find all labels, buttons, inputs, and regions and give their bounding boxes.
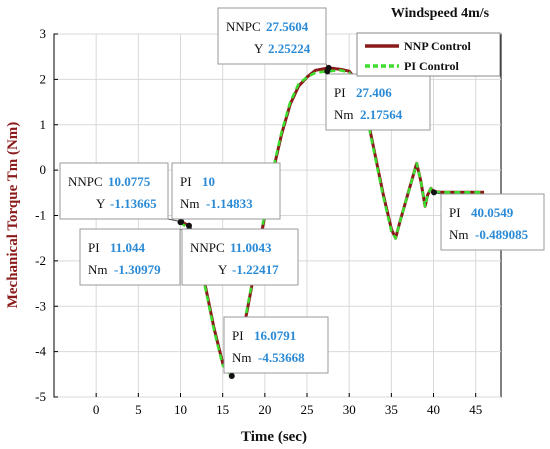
datatip-box <box>181 228 299 286</box>
x-tick-label: 30 <box>343 402 356 417</box>
legend[interactable]: NNP Control PI Control <box>356 32 501 77</box>
x-axis-title: Time (sec) <box>241 429 307 445</box>
datatip-marker <box>185 222 192 229</box>
datatip-box <box>79 228 181 286</box>
datatip-value-2: -1.22417 <box>232 262 279 277</box>
y-tick-label: -1 <box>35 208 46 223</box>
datatip-value-1: 10.0775 <box>108 174 151 189</box>
datatip-key-2: Y <box>254 41 264 56</box>
x-tick-label: 15 <box>216 402 229 417</box>
x-tick-label: 45 <box>469 402 482 417</box>
datatip-box <box>325 73 431 131</box>
datatip-box <box>171 162 281 220</box>
x-tick-label: 10 <box>174 402 187 417</box>
datatip-value-2: -0.489085 <box>475 227 529 242</box>
datatip-key-2: Nm <box>88 262 108 277</box>
datatip-key-2: Nm <box>232 350 252 365</box>
y-tick-label: -3 <box>35 298 46 313</box>
datatip-key-1: PI <box>334 85 346 100</box>
datatip-key-1: PI <box>232 328 244 343</box>
datatip-key-1: PI <box>180 174 192 189</box>
axis-ticks: 0 5 10 15 20 25 30 35 40 45 -5 -4 -3 -2 -1 0 1 2 3 <box>35 26 482 417</box>
y-tick-label: 2 <box>40 71 47 86</box>
datatip-key-2: Nm <box>449 227 469 242</box>
datatip-key-1: NNPC <box>68 174 103 189</box>
datatip-key-1: NNPC <box>190 240 225 255</box>
datatip-marker <box>177 219 184 226</box>
datatip-value-2: -1.30979 <box>114 262 161 277</box>
datatip-key-2: Y <box>96 196 106 211</box>
y-tick-label: 1 <box>40 117 47 132</box>
datatip-value-2: 2.17564 <box>360 107 403 122</box>
datatip-value-2: 2.25224 <box>268 41 311 56</box>
datatip-value-1: 11.0043 <box>230 240 272 255</box>
datatip-value-1: 11.044 <box>110 240 146 255</box>
datatip-value-1: 40.0549 <box>471 205 514 220</box>
y-tick-label: -2 <box>35 253 46 268</box>
y-tick-label: 3 <box>40 26 47 41</box>
legend-label-pi: PI Control <box>404 59 459 73</box>
datatip-value-1: 10 <box>202 174 215 189</box>
datatip-marker <box>430 189 437 196</box>
datatip-key-2: Nm <box>180 196 200 211</box>
x-tick-label: 25 <box>301 402 314 417</box>
x-tick-label: 0 <box>93 402 100 417</box>
datatip-marker <box>228 372 235 379</box>
datatip-value-2: -4.53668 <box>258 350 305 365</box>
x-tick-label: 40 <box>427 402 440 417</box>
y-tick-label: -5 <box>35 389 46 404</box>
datatip-key-2: Nm <box>334 107 354 122</box>
chart-title: Windspeed 4m/s <box>391 6 490 21</box>
y-axis-title: Mechanical Torque Tm (Nm) <box>5 122 21 309</box>
datatip-key-1: PI <box>88 240 100 255</box>
y-tick-label: 0 <box>40 162 47 177</box>
datatip-marker <box>324 68 331 75</box>
x-tick-label: 35 <box>385 402 398 417</box>
legend-label-nnp: NNP Control <box>404 39 471 53</box>
datatip-key-2: Y <box>218 262 228 277</box>
datatip-key-1: NNPC <box>226 19 261 34</box>
x-tick-label: 20 <box>258 402 271 417</box>
y-tick-label: -4 <box>35 344 46 359</box>
datatip-key-1: PI <box>449 205 461 220</box>
x-tick-label: 5 <box>135 402 142 417</box>
datatip-value-1: 27.406 <box>356 85 392 100</box>
datatip-box <box>59 162 169 220</box>
datatip-value-1: 27.5604 <box>266 19 309 34</box>
legend-box <box>356 32 501 77</box>
datatip-value-2: -1.14833 <box>206 196 253 211</box>
datatip-box <box>223 316 329 374</box>
datatip-box <box>440 193 545 251</box>
datatip-box <box>217 7 327 65</box>
datatip-value-1: 16.0791 <box>254 328 296 343</box>
datatip-value-2: -1.13665 <box>110 196 157 211</box>
